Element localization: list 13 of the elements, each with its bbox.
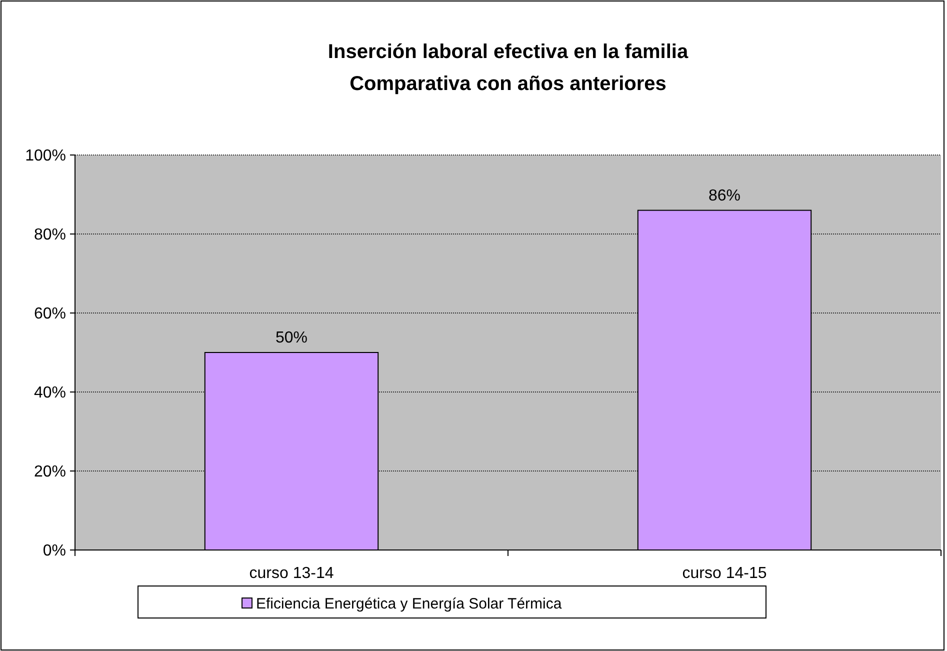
- data-label: 86%: [708, 187, 741, 204]
- y-tick-label: 100%: [25, 148, 66, 165]
- data-label: 50%: [275, 330, 308, 346]
- y-tick-label: 60%: [34, 306, 66, 323]
- y-tick-label: 80%: [34, 226, 66, 244]
- y-tick-label: 20%: [34, 464, 66, 481]
- y-tick-label: 0%: [42, 542, 66, 560]
- legend-label: Eficiencia Energética y Energía Solar Térmica: [256, 595, 562, 612]
- chart-title: Inserción laboral efectiva en la familia: [328, 41, 689, 63]
- y-tick-label: 40%: [34, 384, 66, 402]
- x-tick-label: curso 14-15: [682, 565, 767, 582]
- x-tick-label: curso 13-14: [249, 565, 334, 582]
- chart-subtitle: Comparativa con años anteriores: [350, 73, 666, 95]
